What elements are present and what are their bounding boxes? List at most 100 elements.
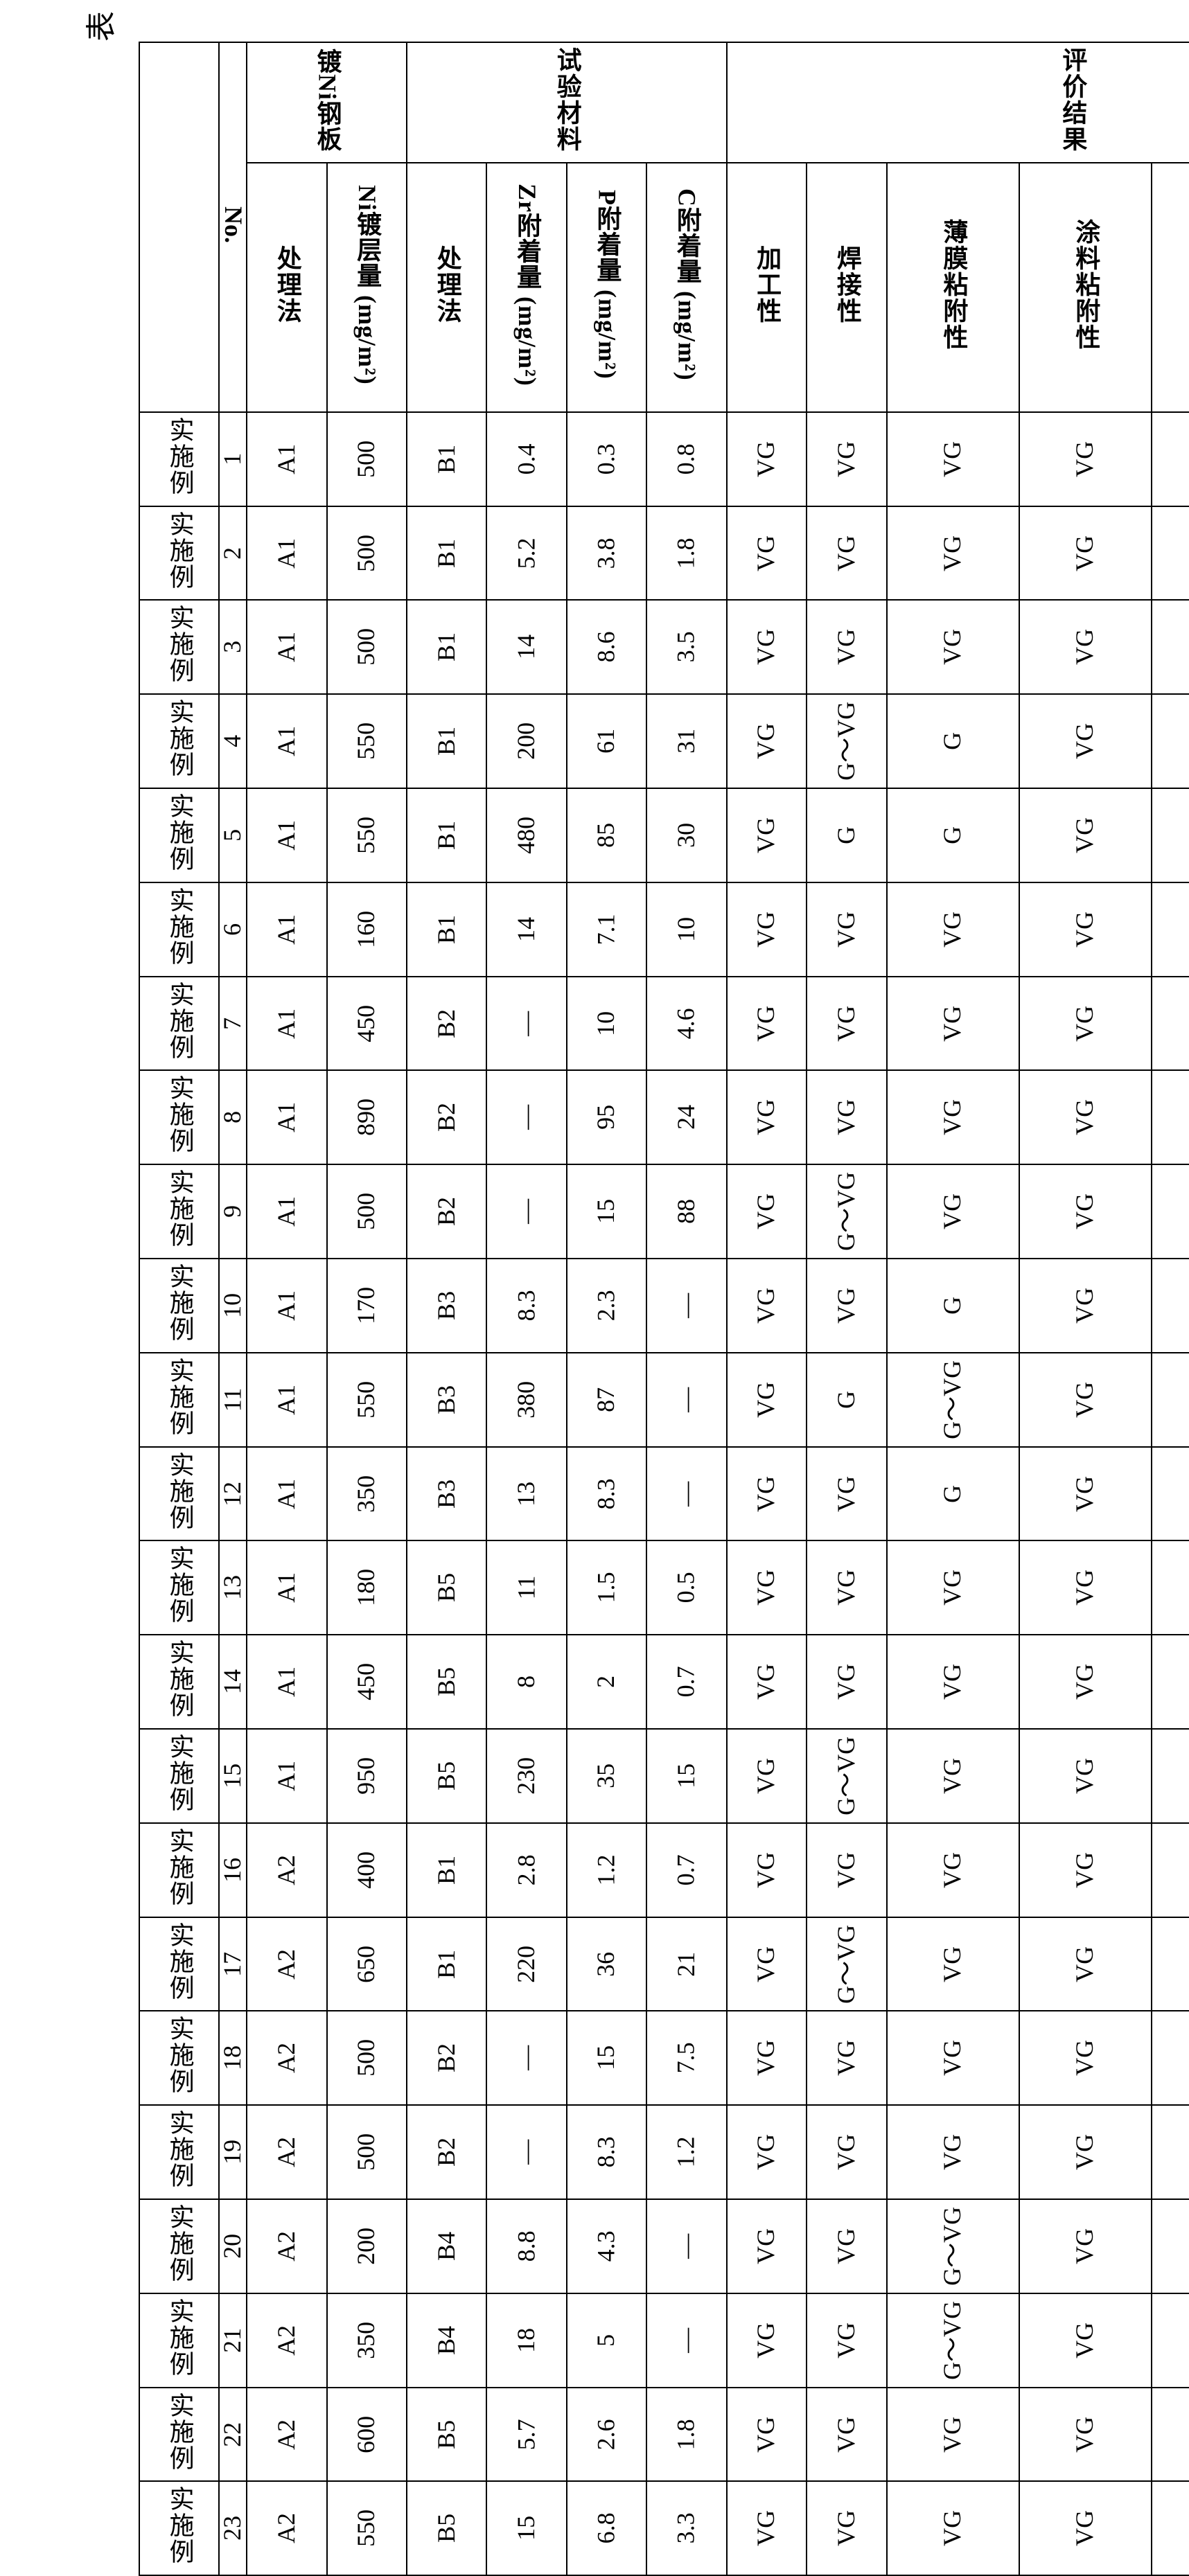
cell-c: 4.6 <box>646 977 726 1071</box>
cell-eval-2: G～VG <box>887 2199 1019 2293</box>
cell-method-b: B2 <box>407 2011 486 2105</box>
cell-eval-4: VG <box>1152 2388 1189 2482</box>
cell-eval-4: VG <box>1152 1917 1189 2011</box>
cell-eval-2: VG <box>887 1729 1019 1823</box>
hdr-eval-1: 焊接性 <box>807 163 887 412</box>
cell-method-b: B4 <box>407 2293 486 2388</box>
cell-zr: 13 <box>486 1447 566 1541</box>
cell-no: 1 <box>219 412 247 506</box>
cell-eval-1: VG <box>807 2011 887 2105</box>
cell-no: 5 <box>219 788 247 882</box>
cell-eval-0: VG <box>727 412 807 506</box>
cell-c: — <box>646 2199 726 2293</box>
cell-eval-3: VG <box>1019 1823 1152 1917</box>
cell-no: 23 <box>219 2481 247 2575</box>
cell-eval-2: VG <box>887 882 1019 977</box>
cell-eval-2: G <box>887 1447 1019 1541</box>
cell-method-a: A1 <box>247 1447 326 1541</box>
cell-c: 3.5 <box>646 600 726 694</box>
hdr-p: P附着量 (mg/m²) <box>567 163 646 412</box>
cell-eval-2: VG <box>887 412 1019 506</box>
cell-method-b: B2 <box>407 977 486 1071</box>
cell-zr: — <box>486 977 566 1071</box>
cell-ni: 400 <box>327 1823 407 1917</box>
cell-method-b: B2 <box>407 1070 486 1164</box>
cell-ni: 500 <box>327 1164 407 1259</box>
cell-ni: 350 <box>327 1447 407 1541</box>
cell-ni: 500 <box>327 2011 407 2105</box>
hdr-no: No. <box>219 42 247 412</box>
cell-eval-0: VG <box>727 1259 807 1353</box>
cell-zr: — <box>486 1070 566 1164</box>
cell-eval-0: VG <box>727 1540 807 1635</box>
cell-eval-1: VG <box>807 412 887 506</box>
cell-category: 实施例 <box>139 412 219 506</box>
cell-eval-3: VG <box>1019 2481 1152 2575</box>
cell-p: 1.5 <box>567 1540 646 1635</box>
cell-eval-0: VG <box>727 2011 807 2105</box>
table-caption: 表 1 <box>76 0 121 42</box>
cell-method-b: B1 <box>407 412 486 506</box>
cell-category: 实施例 <box>139 882 219 977</box>
cell-ni: 160 <box>327 882 407 977</box>
cell-eval-1: VG <box>807 882 887 977</box>
cell-category: 实施例 <box>139 2481 219 2575</box>
cell-category: 实施例 <box>139 2388 219 2482</box>
cell-eval-3: VG <box>1019 2105 1152 2199</box>
cell-eval-1: VG <box>807 1540 887 1635</box>
cell-p: 0.3 <box>567 412 646 506</box>
cell-eval-0: VG <box>727 1164 807 1259</box>
cell-eval-2: VG <box>887 2388 1019 2482</box>
cell-p: 95 <box>567 1070 646 1164</box>
cell-eval-1: VG <box>807 2199 887 2293</box>
table-row: 实施例23A2550B5156.83.3VGVGVGVGVGVGG <box>139 2481 1189 2575</box>
cell-category: 实施例 <box>139 600 219 694</box>
cell-eval-4: VG <box>1152 1070 1189 1164</box>
table-row: 实施例2A1500B15.23.81.8VGVGVGVGVGVGVG <box>139 506 1189 601</box>
cell-eval-4: VG <box>1152 1447 1189 1541</box>
cell-p: 8.6 <box>567 600 646 694</box>
cell-eval-1: G～VG <box>807 1729 887 1823</box>
cell-ni: 180 <box>327 1540 407 1635</box>
cell-eval-0: VG <box>727 2105 807 2199</box>
cell-eval-0: VG <box>727 600 807 694</box>
cell-eval-4: G～VG <box>1152 2105 1189 2199</box>
cell-c: 88 <box>646 1164 726 1259</box>
cell-eval-0: VG <box>727 2388 807 2482</box>
cell-c: — <box>646 2293 726 2388</box>
cell-eval-3: VG <box>1019 694 1152 788</box>
cell-eval-3: VG <box>1019 1259 1152 1353</box>
cell-method-a: A1 <box>247 694 326 788</box>
cell-eval-0: VG <box>727 788 807 882</box>
cell-no: 2 <box>219 506 247 601</box>
cell-category: 实施例 <box>139 2199 219 2293</box>
cell-eval-1: G～VG <box>807 694 887 788</box>
cell-p: 3.8 <box>567 506 646 601</box>
cell-eval-2: G <box>887 1259 1019 1353</box>
cell-zr: 0.4 <box>486 412 566 506</box>
cell-zr: 2.8 <box>486 1823 566 1917</box>
table-header: No. 镀Ni钢板 试验材料 评价结果 处理法 Ni镀层量 (mg/m²) 处理… <box>139 42 1189 412</box>
cell-eval-1: VG <box>807 1070 887 1164</box>
table-row: 实施例4A1550B12006131VGG～VGGVGVGVGA～G <box>139 694 1189 788</box>
hdr-group-eval: 评价结果 <box>727 42 1189 163</box>
cell-c: — <box>646 1353 726 1447</box>
cell-eval-4: VG <box>1152 2199 1189 2293</box>
cell-eval-2: VG <box>887 1164 1019 1259</box>
cell-zr: 8.3 <box>486 1259 566 1353</box>
cell-category: 实施例 <box>139 2011 219 2105</box>
cell-method-b: B5 <box>407 1540 486 1635</box>
cell-p: 2.6 <box>567 2388 646 2482</box>
hdr-eval-4: 耐腐蚀性 <box>1152 163 1189 412</box>
cell-category: 实施例 <box>139 788 219 882</box>
table-row: 实施例13A1180B5111.50.5VGVGVGVGVGVGG <box>139 1540 1189 1635</box>
cell-category: 实施例 <box>139 506 219 601</box>
cell-zr: 8.8 <box>486 2199 566 2293</box>
cell-method-a: A2 <box>247 2011 326 2105</box>
cell-eval-2: VG <box>887 1540 1019 1635</box>
cell-method-b: B1 <box>407 506 486 601</box>
cell-ni: 600 <box>327 2388 407 2482</box>
cell-eval-1: VG <box>807 977 887 1071</box>
table-row: 实施例9A1500B2—1588VGG～VGVGVGVGVGA～G <box>139 1164 1189 1259</box>
cell-eval-2: VG <box>887 2011 1019 2105</box>
